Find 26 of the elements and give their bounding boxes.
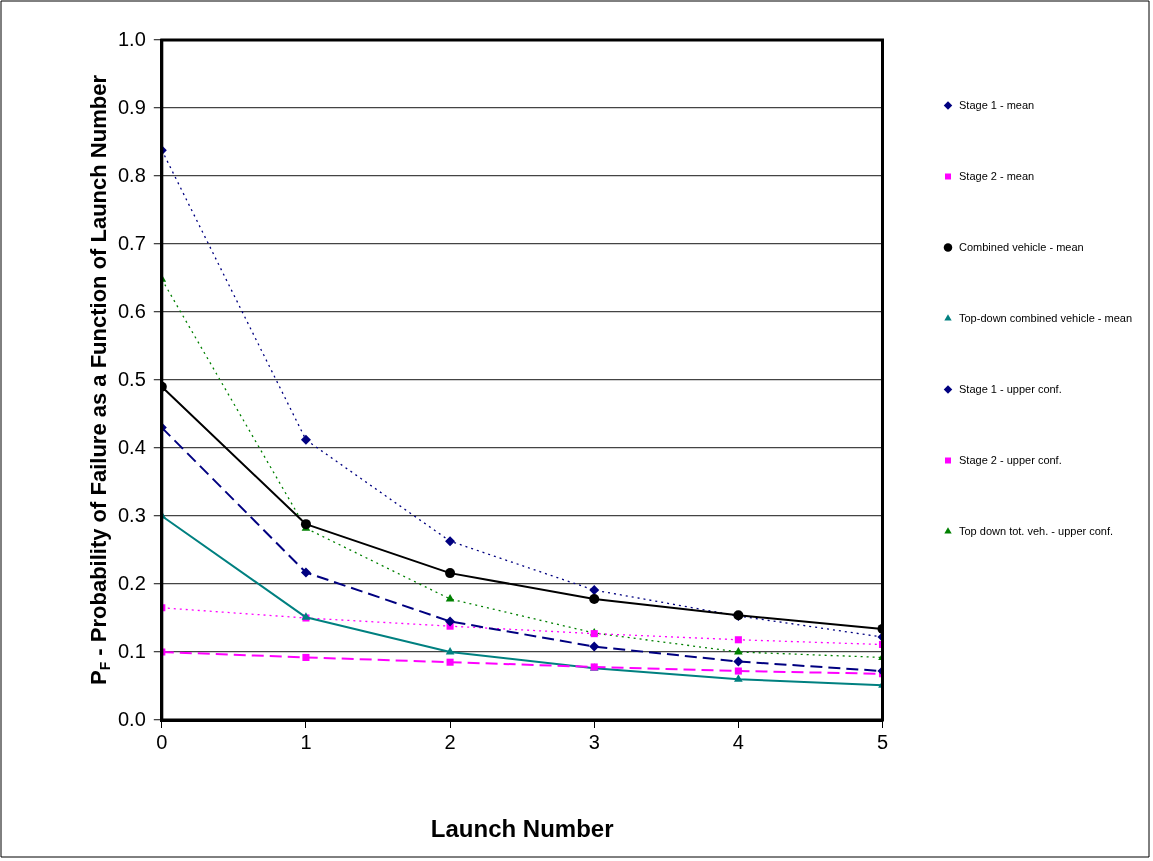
x-tick-label: 5 xyxy=(876,730,889,753)
y-tick-label: 0.3 xyxy=(117,503,146,526)
legend-label: Combined vehicle - mean xyxy=(959,240,1084,253)
legend-label: Stage 1 - upper conf. xyxy=(959,382,1062,395)
x-tick-label: 1 xyxy=(300,730,312,753)
legend-label: Top down tot. veh. - upper conf. xyxy=(959,524,1114,537)
x-tick-label: 3 xyxy=(588,730,600,753)
y-tick-label: 0.0 xyxy=(117,707,146,730)
legend-label: Stage 1 - mean xyxy=(959,98,1035,111)
x-tick-label: 4 xyxy=(732,730,744,753)
y-tick-label: 0.7 xyxy=(117,231,146,254)
y-tick-label: 0.8 xyxy=(117,163,146,186)
legend-label: Stage 2 - mean xyxy=(959,169,1035,182)
x-tick-label: 2 xyxy=(444,730,456,753)
y-tick-label: 0.2 xyxy=(117,571,146,594)
y-tick-label: 0.4 xyxy=(117,435,146,458)
y-tick-label: 0.9 xyxy=(117,95,146,118)
legend-label: Stage 2 - upper conf. xyxy=(959,453,1062,466)
x-tick-label: 0 xyxy=(156,730,168,753)
y-tick-label: 0.1 xyxy=(117,639,146,662)
legend-label: Top-down combined vehicle - mean xyxy=(959,311,1133,324)
x-axis-title: Launch Number xyxy=(430,814,614,842)
y-tick-label: 0.5 xyxy=(117,367,146,390)
y-tick-label: 0.6 xyxy=(117,299,146,322)
y-tick-label: 1.0 xyxy=(117,27,146,50)
y-axis-title: PF - Probability of Failure as a Function of Launch Number xyxy=(86,74,113,685)
